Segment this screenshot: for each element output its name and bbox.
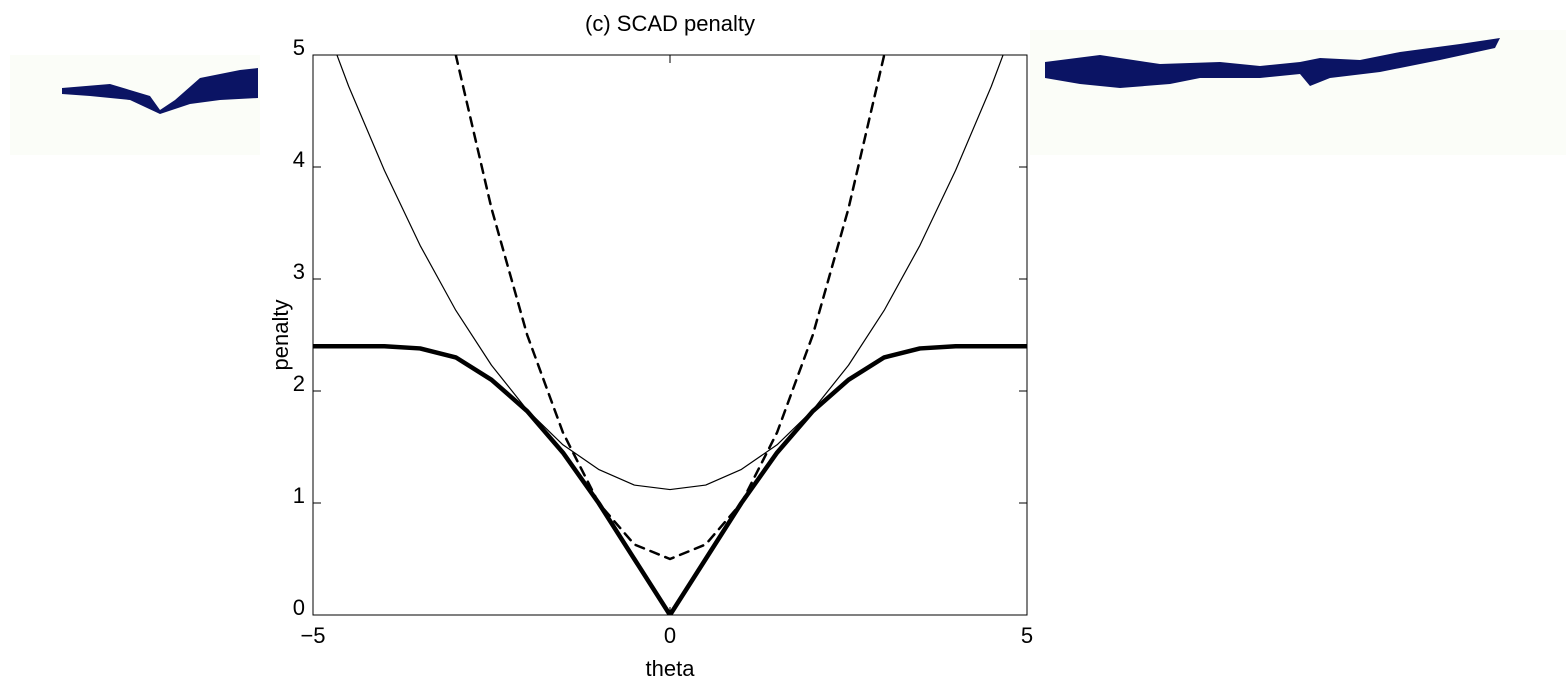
y-tick-label: 4 bbox=[293, 147, 305, 172]
plot-area bbox=[313, 55, 1027, 615]
x-axis-label: theta bbox=[646, 656, 696, 681]
series-line bbox=[313, 343, 1027, 615]
y-axis-label: penalty bbox=[268, 300, 293, 371]
series-line bbox=[336, 55, 1004, 491]
x-tick-label: 0 bbox=[664, 623, 676, 648]
series-line bbox=[454, 55, 886, 561]
y-tick-label: 5 bbox=[293, 35, 305, 60]
y-tick-label: 0 bbox=[293, 595, 305, 620]
y-tick-label: 2 bbox=[293, 371, 305, 396]
plot-frame bbox=[312, 54, 1028, 616]
decoration bbox=[1045, 38, 1500, 88]
chart-title: (c) SCAD penalty bbox=[585, 11, 755, 36]
x-tick-label: −5 bbox=[300, 623, 325, 648]
background-strip bbox=[10, 55, 260, 155]
x-tick-label: 5 bbox=[1021, 623, 1033, 648]
decoration bbox=[62, 68, 258, 114]
y-tick-label: 3 bbox=[293, 259, 305, 284]
y-tick-label: 1 bbox=[293, 483, 305, 508]
